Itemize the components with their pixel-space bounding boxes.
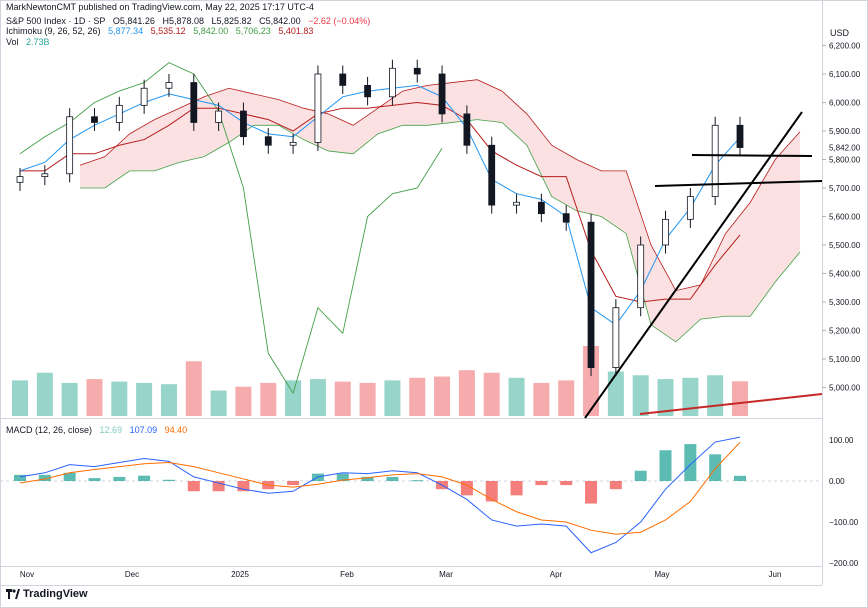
panel-separator [0,418,822,419]
time-axis-separator [0,566,822,567]
volume-value: 2.73B [26,37,50,47]
close-value: C5,842.00 [259,16,301,26]
macd-line-value: 107.09 [129,425,158,435]
change-value: −2.62 (−0.04%) [308,16,371,26]
ichimoku-conversion-value: 5,877.34 [108,26,144,36]
ichimoku-span-a-value: 5,706.23 [235,26,271,36]
macd-signal-value: 94.40 [164,425,188,435]
instrument-legend[interactable]: S&P 500 Index · 1D · SP O5,841.26 H5,878… [6,16,375,26]
currency-label: USD [830,28,850,38]
volume-legend[interactable]: Vol 2.73B [6,37,55,47]
ichimoku-span-b-value: 5,401.83 [278,26,314,36]
instrument-name: S&P 500 Index · 1D · SP [6,16,106,26]
macd-label: MACD (12, 26, close) [6,425,93,435]
publisher-line: MarkNewtonCMT published on TradingView.c… [6,2,314,12]
ichimoku-lagging-value: 5,842.00 [193,26,229,36]
logo-text: TradingView [23,588,88,600]
tradingview-logo-icon [6,589,20,600]
low-value: L5,825.82 [211,16,252,26]
ichimoku-legend[interactable]: Ichimoku (9, 26, 52, 26) 5,877.34 5,535.… [6,26,318,36]
high-value: H5,878.08 [162,16,205,26]
macd-legend[interactable]: MACD (12, 26, close) 12.69 107.09 94.40 [6,425,192,435]
footer-separator [0,585,822,586]
macd-histogram-value: 12.69 [99,425,123,435]
ichimoku-base-value: 5,535.12 [150,26,186,36]
open-value: O5,841.26 [112,16,155,26]
ichimoku-label: Ichimoku (9, 26, 52, 26) [6,26,101,36]
price-axis-separator [822,0,823,585]
volume-label: Vol [6,37,19,47]
tradingview-logo: TradingView [6,588,88,600]
